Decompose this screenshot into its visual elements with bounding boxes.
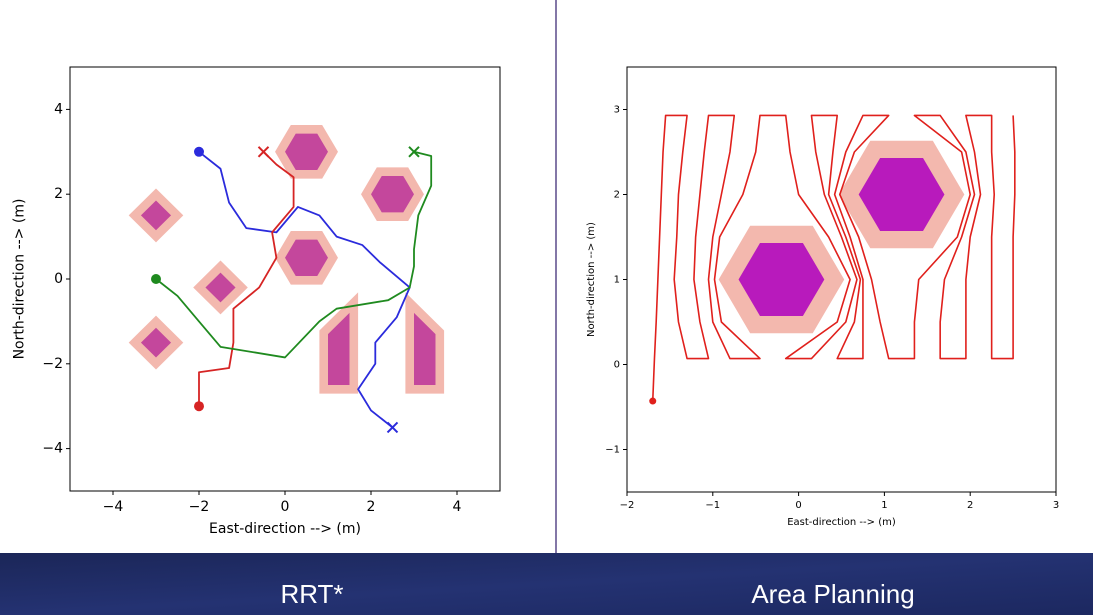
x-axis-label: East-direction --> (m) <box>209 521 361 537</box>
x-tick-label: 3 <box>1053 500 1059 511</box>
path-line <box>651 114 1016 402</box>
caption: Area Planning <box>751 579 914 609</box>
x-tick-label: 0 <box>795 500 801 511</box>
y-axis-label: North-direction --> (m) <box>586 222 597 337</box>
y-tick-label: −4 <box>42 441 63 457</box>
y-tick-label: 0 <box>614 360 620 371</box>
plot: −4 −2 0 2 4 −4 −2 0 2 4 East-direction --> (m) Nort… <box>12 66 501 537</box>
path-line <box>198 151 411 429</box>
plot: −2 −1 0 1 2 3 −1 0 1 2 3 East-direction --> (m) Nort… <box>586 66 1059 528</box>
obstacle <box>140 200 172 231</box>
obstacle <box>205 272 236 303</box>
x-tick-label: 4 <box>453 499 462 515</box>
x-tick-label: 2 <box>367 499 376 515</box>
caption: RRT* <box>280 579 343 609</box>
slide-body <box>0 0 1093 553</box>
obstacle <box>328 312 350 385</box>
y-tick-label: 0 <box>54 271 63 287</box>
x-tick-label: 0 <box>281 499 290 515</box>
y-tick-label: 3 <box>614 105 620 116</box>
caption-band <box>0 553 1093 615</box>
plot-area <box>649 114 1016 405</box>
start-marker <box>151 274 161 284</box>
path-line <box>155 150 433 359</box>
y-tick-label: 4 <box>54 101 63 117</box>
y-axis-label: North-direction --> (m) <box>12 199 28 360</box>
start-marker <box>649 397 657 405</box>
x-tick-label: −4 <box>103 499 124 515</box>
y-tick-label: 2 <box>614 190 620 201</box>
obstacle <box>738 242 825 317</box>
obstacle <box>285 133 328 171</box>
plot-area <box>128 124 445 434</box>
x-tick-label: 1 <box>881 500 887 511</box>
x-tick-label: −1 <box>705 500 720 511</box>
y-tick-label: −1 <box>605 445 620 456</box>
obstacle <box>371 175 414 213</box>
path-line <box>198 151 295 407</box>
x-tick-label: 2 <box>967 500 973 511</box>
obstacle <box>140 327 172 358</box>
obstacle <box>414 312 436 385</box>
obstacle <box>858 157 945 232</box>
end-marker <box>257 146 270 158</box>
end-marker <box>386 421 399 434</box>
y-tick-label: 2 <box>54 186 63 202</box>
y-tick-label: 1 <box>614 275 620 286</box>
x-tick-label: −2 <box>620 500 635 511</box>
y-tick-label: −2 <box>42 356 63 372</box>
start-marker <box>194 146 204 157</box>
end-marker <box>408 146 420 158</box>
x-tick-label: −2 <box>189 499 210 515</box>
start-marker <box>194 401 204 412</box>
x-axis-label: East-direction --> (m) <box>787 517 896 528</box>
obstacle <box>285 239 328 277</box>
